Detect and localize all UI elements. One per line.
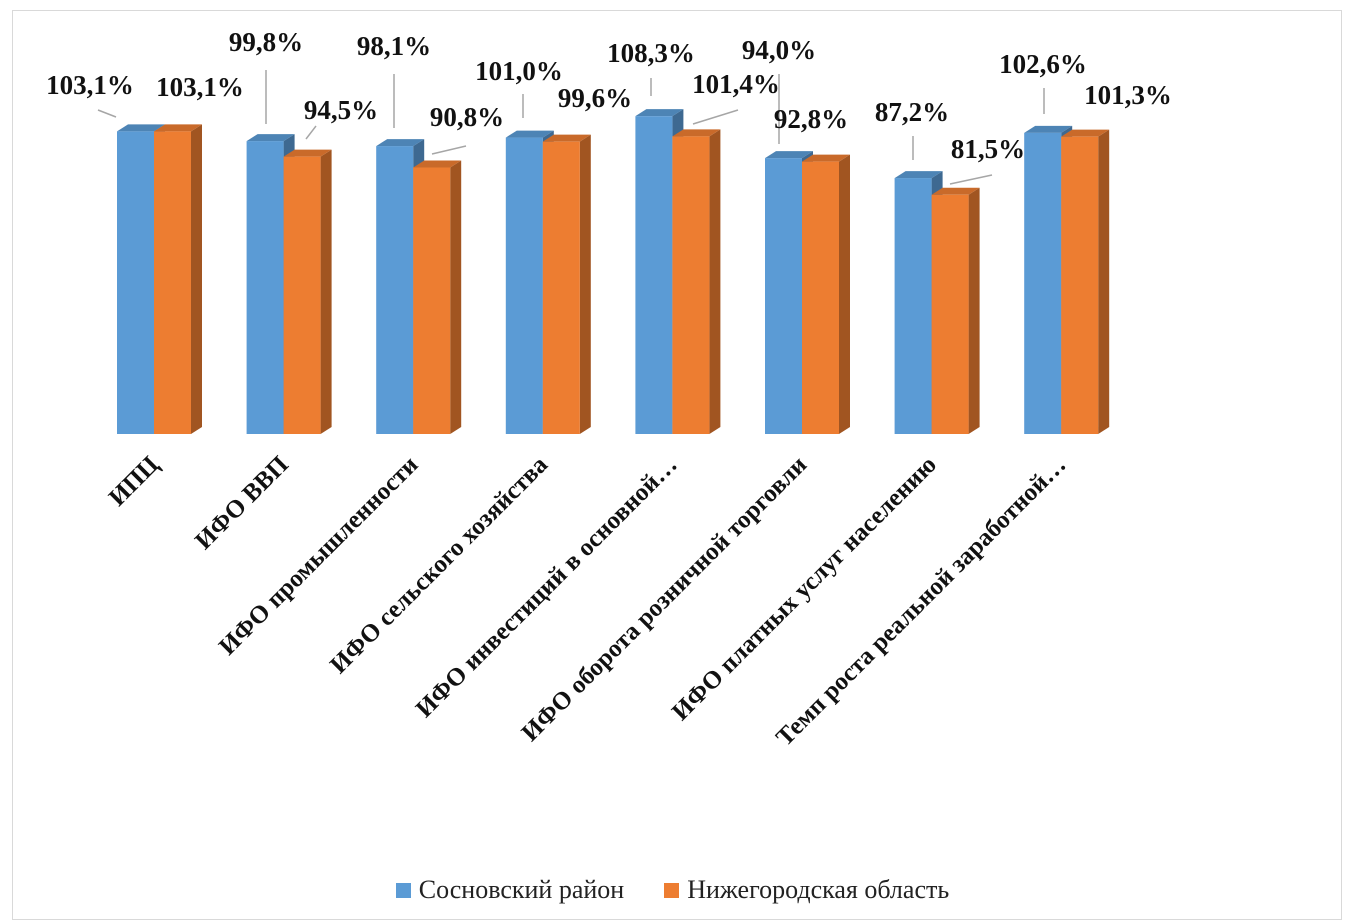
data-label-2-7: 81,5%: [951, 134, 1025, 164]
bar-side-2-2: [320, 149, 332, 434]
data-label-1-5: 108,3%: [607, 38, 695, 68]
leader-line-2-7: [949, 174, 993, 185]
bar-2-6: [802, 154, 850, 434]
bar-side-2-7: [968, 187, 980, 434]
bar-side-2-4: [579, 134, 591, 434]
leader-line-2-5: [692, 109, 739, 125]
bar-top-1-1: [117, 124, 165, 132]
bar-front-1-3: [376, 146, 414, 434]
bar-front-1-5: [635, 116, 673, 435]
bar-front-1-2: [246, 141, 284, 434]
category-label-1: ИПЦ: [104, 451, 165, 512]
bar-front-1-8: [1024, 132, 1062, 434]
data-label-1-4: 101,0%: [475, 56, 563, 86]
leader-line-2-3: [431, 145, 467, 155]
bar-front-2-1: [154, 131, 191, 435]
bar-front-2-5: [672, 136, 710, 435]
bar-top-2-4: [542, 134, 591, 142]
bar-top-1-4: [505, 130, 554, 138]
data-label-2-8: 101,3%: [1084, 80, 1172, 110]
bar-top-2-6: [802, 154, 850, 162]
data-label-2-2: 94,5%: [304, 95, 378, 125]
bar-front-1-4: [505, 137, 543, 434]
bar-side-2-8: [1098, 129, 1110, 434]
legend-item-series-2: Нижегородская область: [664, 875, 949, 905]
bar-2-3: [413, 160, 462, 434]
data-label-1-2: 99,8%: [229, 27, 303, 57]
bar-2-8: [1061, 129, 1110, 434]
bar-2-7: [931, 187, 980, 434]
data-label-2-1: 103,1%: [156, 72, 244, 102]
category-label-2: ИФО ВВП: [190, 451, 294, 555]
data-label-2-4: 99,6%: [558, 83, 632, 113]
bar-top-2-2: [283, 149, 332, 157]
bar-2-1: [154, 124, 202, 435]
legend-swatch-series-2: [664, 882, 680, 898]
leader-line-2-2: [305, 125, 317, 140]
bar-2-2: [283, 149, 332, 434]
bar-front-2-7: [931, 194, 969, 434]
bar-top-1-5: [635, 109, 684, 117]
bar-top-1-7: [894, 171, 943, 179]
legend-swatch-series-1: [395, 882, 411, 898]
data-label-1-3: 98,1%: [357, 31, 431, 61]
data-label-1-8: 102,6%: [999, 49, 1087, 79]
bar-top-1-8: [1024, 125, 1073, 133]
category-label-8: Темп роста реальной заработной…: [771, 451, 1071, 751]
bar-front-2-3: [413, 167, 451, 434]
bar-top-2-3: [413, 160, 462, 168]
bar-side-2-5: [709, 129, 721, 435]
bar-front-2-4: [542, 141, 580, 434]
category-label-7: ИФО платных услуг населению: [667, 451, 942, 726]
data-label-1-7: 87,2%: [875, 97, 949, 127]
bar-side-2-3: [450, 160, 462, 434]
data-label-2-3: 90,8%: [430, 102, 504, 132]
category-label-4: ИФО сельского хозяйства: [325, 451, 553, 679]
legend-item-series-1: Сосновский район: [395, 875, 625, 905]
bar-top-1-2: [246, 134, 295, 142]
bar-top-1-6: [765, 151, 813, 159]
legend: Сосновский район Нижегородская область: [0, 870, 1345, 910]
leader-line-1-1: [97, 109, 117, 118]
bar-side-2-6: [839, 154, 850, 434]
bar-top-2-7: [931, 187, 980, 195]
data-label-1-1: 103,1%: [46, 70, 134, 100]
data-label-2-5: 101,4%: [692, 69, 780, 99]
bar-front-1-6: [765, 158, 802, 435]
chart-frame: [12, 10, 1342, 920]
bar-front-1-7: [894, 178, 932, 434]
bar-front-1-1: [117, 131, 154, 435]
bar-side-2-1: [191, 124, 202, 435]
bar-front-2-6: [802, 161, 839, 434]
bar-top-2-1: [154, 124, 202, 132]
bar-front-2-2: [283, 156, 321, 434]
bar-top-2-8: [1061, 129, 1110, 137]
bar-top-2-5: [672, 129, 721, 137]
category-label-6: ИФО оборота розничной торговли: [517, 451, 813, 747]
bar-2-4: [542, 134, 591, 434]
data-label-1-6: 94,0%: [742, 35, 816, 65]
legend-label-series-1: Сосновский район: [418, 875, 625, 904]
bar-front-2-8: [1061, 136, 1099, 434]
category-label-5: ИФО инвестиций в основной…: [411, 451, 683, 723]
bar-2-5: [672, 129, 721, 435]
data-label-2-6: 92,8%: [774, 104, 848, 134]
legend-label-series-2: Нижегородская область: [687, 875, 950, 904]
bar-top-1-3: [376, 139, 425, 147]
